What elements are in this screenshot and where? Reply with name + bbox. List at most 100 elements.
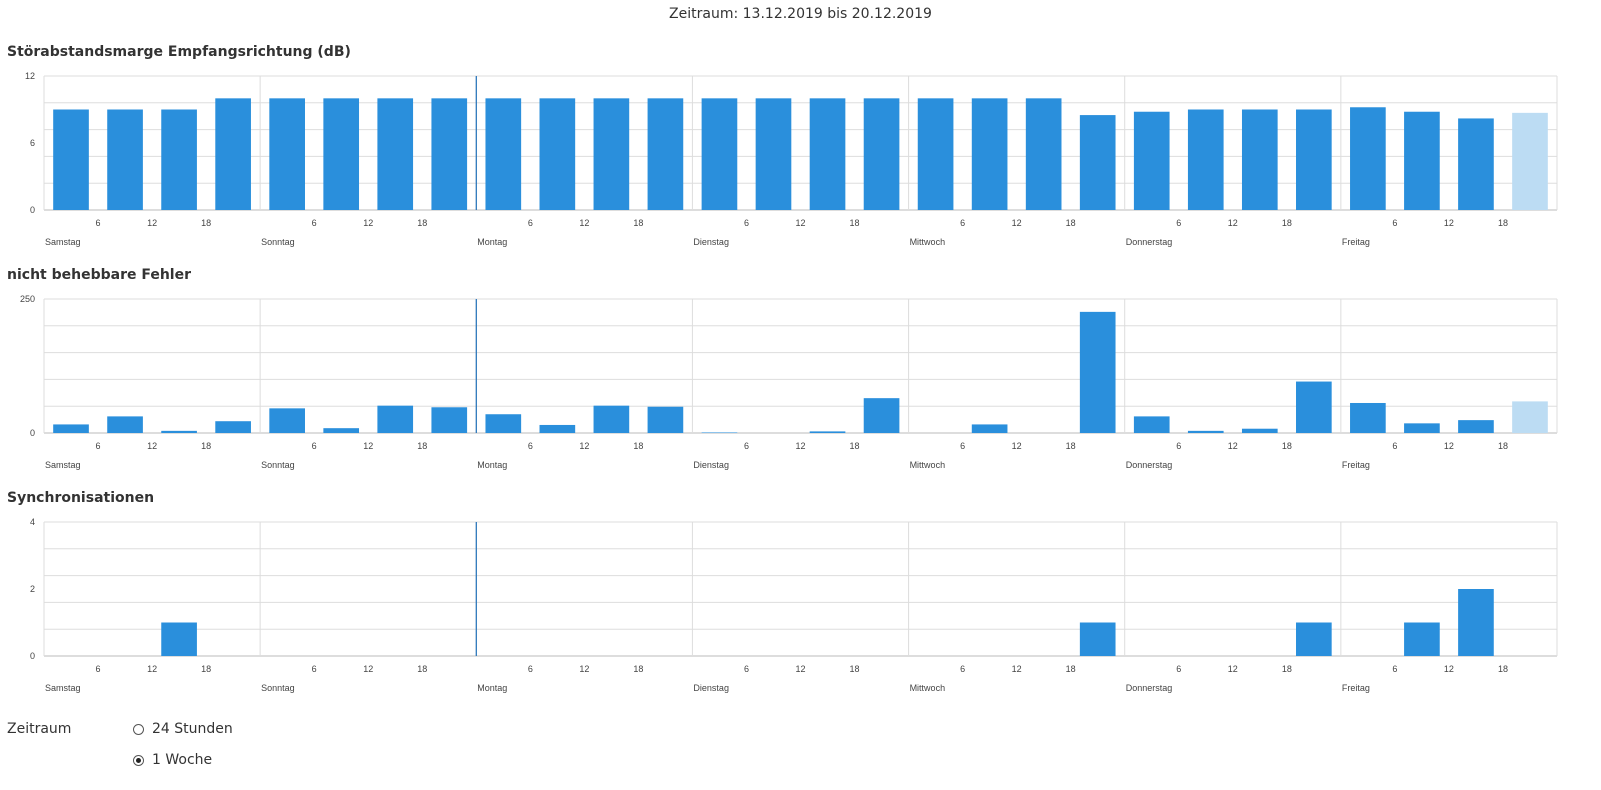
bar — [1241, 109, 1278, 210]
y-tick-label: 0 — [30, 428, 35, 438]
x-tick-label: 12 — [795, 664, 805, 674]
x-tick-label: 6 — [96, 441, 101, 451]
bar — [1133, 416, 1170, 433]
bar — [269, 408, 305, 433]
day-label: Mittwoch — [910, 237, 946, 247]
x-tick-label: 12 — [1012, 218, 1022, 228]
bar — [1025, 98, 1062, 210]
bar — [53, 109, 89, 210]
radio-24-hours[interactable]: 24 Stunden — [133, 718, 233, 740]
bar — [107, 416, 143, 433]
x-tick-label: 18 — [633, 664, 643, 674]
y-tick-label: 12 — [25, 71, 35, 81]
period-label: Zeitraum — [7, 721, 72, 737]
x-tick-label: 12 — [147, 218, 157, 228]
period-title: Zeitraum: 13.12.2019 bis 20.12.2019 — [669, 6, 932, 22]
day-label: Freitag — [1342, 237, 1370, 247]
radio-24-hours-label[interactable]: 24 Stunden — [152, 721, 233, 737]
bar — [53, 424, 89, 433]
x-tick-label: 18 — [1282, 664, 1292, 674]
x-tick-label: 6 — [1176, 218, 1181, 228]
bar — [971, 98, 1008, 210]
day-label: Dienstag — [693, 460, 729, 470]
bar — [1079, 311, 1116, 433]
radio-1-week-circle[interactable] — [133, 754, 144, 766]
x-tick-label: 12 — [795, 441, 805, 451]
x-tick-label: 6 — [744, 664, 749, 674]
bar — [539, 424, 576, 433]
bar — [647, 98, 684, 210]
day-label: Samstag — [45, 683, 81, 693]
x-tick-label: 6 — [1176, 441, 1181, 451]
bar — [1458, 589, 1494, 656]
day-label: Montag — [477, 683, 507, 693]
x-tick-label: 18 — [1066, 664, 1076, 674]
bar — [1133, 111, 1170, 210]
chart-snr-margin: 0 6 12 6 12 18 Samstag 6 12 18 Sonntag 6 12 18 Montag 6… — [25, 71, 1558, 247]
x-tick-label: 12 — [1012, 664, 1022, 674]
period-selector: Zeitraum 24 Stunden 1 Woche — [7, 715, 407, 790]
bar — [1512, 401, 1548, 433]
day-label: Montag — [477, 460, 507, 470]
x-tick-label: 6 — [96, 664, 101, 674]
x-tick-label: 6 — [528, 218, 533, 228]
day-label: Mittwoch — [910, 460, 946, 470]
bar — [1350, 107, 1386, 210]
x-tick-label: 6 — [1176, 664, 1181, 674]
day-label: Mittwoch — [910, 683, 946, 693]
bar — [377, 405, 414, 433]
x-tick-label: 6 — [1392, 664, 1397, 674]
bar — [1458, 118, 1494, 210]
bar — [809, 431, 846, 433]
x-tick-label: 6 — [960, 218, 965, 228]
bar — [1512, 112, 1548, 210]
bar — [323, 98, 360, 210]
x-tick-label: 12 — [363, 218, 373, 228]
bar — [917, 98, 954, 210]
chart-title-snr-margin: Störabstandsmarge Empfangsrichtung (dB) — [7, 44, 351, 60]
day-label: Sonntag — [261, 460, 295, 470]
day-label: Samstag — [45, 237, 81, 247]
bar — [431, 407, 468, 433]
x-tick-label: 12 — [1228, 218, 1238, 228]
x-tick-label: 12 — [147, 441, 157, 451]
radio-24-hours-circle[interactable] — [133, 723, 144, 735]
day-label: Sonntag — [261, 683, 295, 693]
x-tick-label: 18 — [1498, 664, 1508, 674]
radio-1-week[interactable]: 1 Woche — [133, 749, 212, 771]
bar — [1296, 109, 1332, 210]
bar — [1296, 622, 1332, 656]
bar — [863, 98, 900, 210]
day-label: Samstag — [45, 460, 81, 470]
x-tick-label: 12 — [1228, 441, 1238, 451]
bar — [809, 98, 846, 210]
day-label: Freitag — [1342, 460, 1370, 470]
radio-1-week-label[interactable]: 1 Woche — [152, 752, 213, 768]
x-tick-label: 6 — [1392, 441, 1397, 451]
x-tick-label: 6 — [96, 218, 101, 228]
bar — [485, 414, 522, 433]
x-tick-label: 18 — [633, 218, 643, 228]
bar — [701, 432, 738, 433]
x-tick-label: 18 — [850, 664, 860, 674]
bar — [107, 109, 143, 210]
bar — [323, 428, 360, 433]
x-tick-label: 12 — [363, 441, 373, 451]
x-tick-label: 18 — [1282, 441, 1292, 451]
x-tick-label: 6 — [960, 664, 965, 674]
x-tick-label: 18 — [417, 218, 427, 228]
x-tick-label: 6 — [744, 441, 749, 451]
bar — [269, 98, 305, 210]
x-tick-label: 12 — [1444, 218, 1454, 228]
bar — [1187, 430, 1224, 433]
y-tick-label: 2 — [30, 584, 35, 594]
x-tick-label: 12 — [363, 664, 373, 674]
bar — [539, 98, 576, 210]
day-label: Donnerstag — [1126, 683, 1173, 693]
x-tick-label: 12 — [795, 218, 805, 228]
day-label: Freitag — [1342, 683, 1370, 693]
x-tick-label: 6 — [528, 664, 533, 674]
bar — [215, 98, 251, 210]
bar — [755, 98, 792, 210]
y-tick-label: 250 — [20, 294, 35, 304]
